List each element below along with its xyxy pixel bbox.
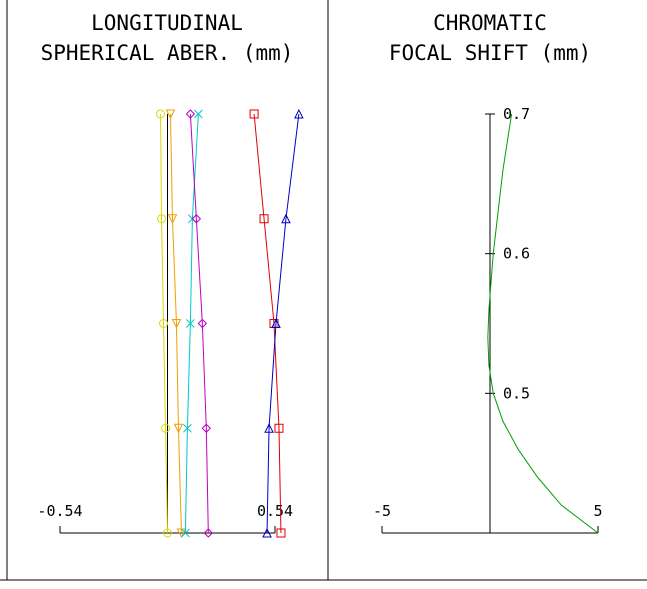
marker [167, 214, 178, 224]
marker [157, 214, 167, 224]
marker [259, 214, 269, 224]
marker [186, 319, 195, 328]
marker [173, 423, 184, 434]
series-line [253, 113, 282, 534]
y-tick-label: 0.6 [503, 245, 530, 263]
series-line [189, 113, 209, 534]
marker [201, 423, 212, 433]
marker [191, 214, 202, 224]
y-tick-label: 0.7 [503, 105, 530, 123]
marker [262, 527, 272, 538]
series-line [487, 113, 599, 534]
marker [197, 318, 208, 329]
series-line [169, 113, 182, 534]
chart-title: SPHERICAL ABER. (mm) [41, 41, 294, 65]
series-line [266, 113, 300, 534]
x-tick-label: -5 [373, 502, 391, 520]
marker [194, 109, 203, 119]
marker [271, 318, 281, 328]
marker [161, 423, 171, 433]
marker [264, 423, 274, 433]
marker [281, 213, 291, 224]
marker [171, 319, 182, 329]
series-line [160, 113, 168, 534]
x-tick-label: 0.54 [257, 502, 293, 520]
marker [276, 528, 286, 538]
chart-title: LONGITUDINAL [91, 11, 243, 35]
y-tick-label: 0.5 [503, 384, 530, 402]
x-tick-label: 5 [593, 502, 602, 520]
marker [163, 528, 172, 538]
marker [294, 108, 304, 119]
chart-title: FOCAL SHIFT (mm) [389, 41, 591, 65]
marker [185, 109, 196, 119]
marker [203, 528, 214, 538]
chart-title: CHROMATIC [433, 11, 547, 35]
marker [183, 423, 192, 433]
marker [181, 528, 190, 538]
x-tick-label: -0.54 [37, 502, 82, 520]
series-line [184, 113, 199, 534]
marker [159, 319, 169, 328]
marker [156, 109, 166, 119]
marker [274, 423, 284, 433]
marker [249, 109, 259, 119]
marker [165, 109, 176, 120]
